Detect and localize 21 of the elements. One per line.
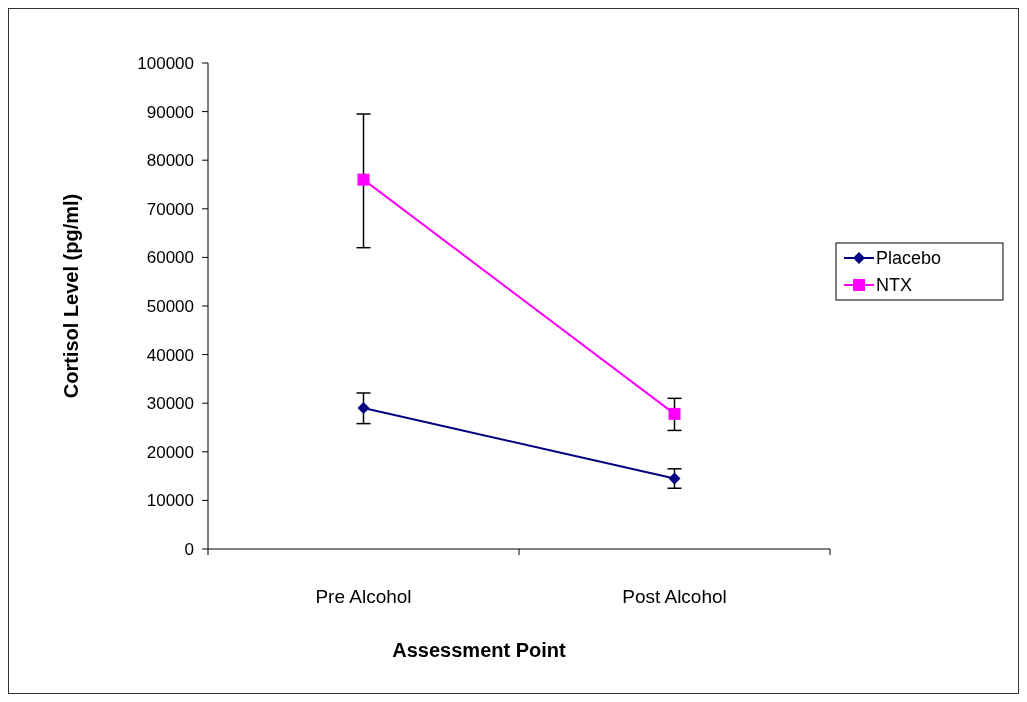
y-tick-label: 10000 [146,491,194,511]
point [357,173,370,186]
y-axis-title: Cortisol Level (pg/ml) [60,193,82,399]
y-tick-label: 70000 [146,199,194,219]
y-tick-label: 20000 [146,442,194,462]
legend-label: Placebo [876,248,942,269]
x-tick-label: Pre Alcohol [315,586,412,607]
x-tick-label: Post Alcohol [622,586,727,607]
y-tick-label: 100000 [137,53,194,73]
x-axis-title: Assessment Point [392,639,567,661]
point [668,472,681,485]
y-tick-label: 0 [184,539,194,559]
y-tick-label: 50000 [146,296,194,316]
point [668,407,681,420]
y-tick-label: 40000 [146,345,194,365]
y-tick-label: 90000 [146,102,194,122]
y-tick-label: 80000 [146,151,194,171]
point [357,402,370,415]
y-tick-label: 30000 [146,394,194,414]
y-tick-label: 60000 [146,248,194,268]
legend-label: NTX [876,275,912,296]
